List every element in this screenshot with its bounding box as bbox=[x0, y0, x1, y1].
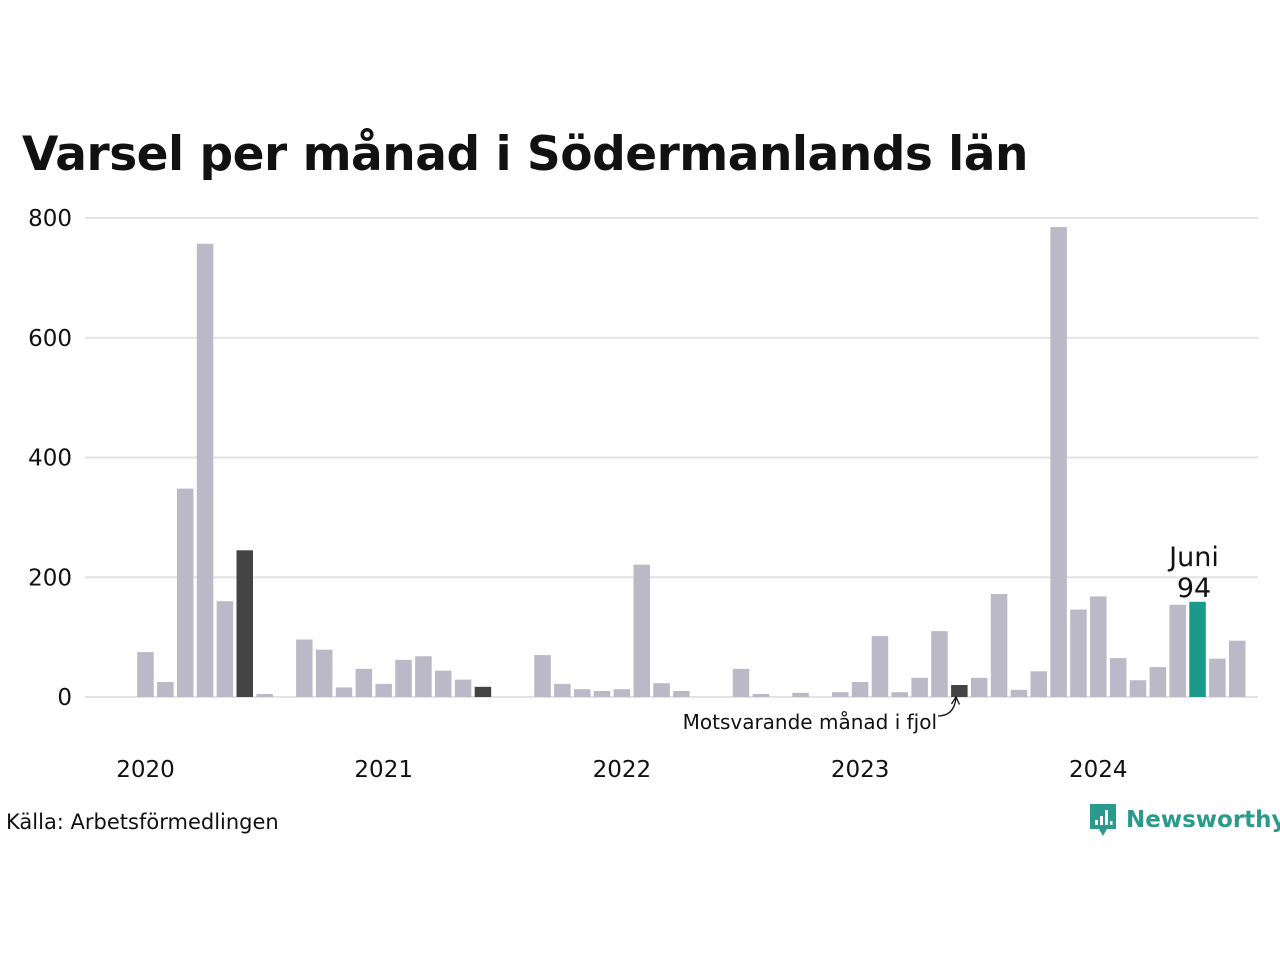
bars bbox=[137, 226, 1246, 698]
bar-2023-02 bbox=[871, 635, 889, 697]
bar-2022-01 bbox=[613, 689, 631, 697]
bar-2024-01 bbox=[1090, 596, 1107, 697]
previous-year-arrowhead bbox=[950, 695, 961, 705]
source-note: Källa: Arbetsförmedlingen bbox=[6, 810, 279, 834]
bar-2023-08 bbox=[990, 594, 1008, 697]
x-tick-label: 2020 bbox=[116, 757, 175, 783]
x-tick-label: 2021 bbox=[354, 757, 413, 783]
bar-2022-10 bbox=[792, 692, 809, 697]
bar-2021-10 bbox=[554, 683, 571, 697]
previous-year-arrow bbox=[937, 697, 957, 717]
y-tick-label: 0 bbox=[57, 685, 72, 711]
bar-2023-09 bbox=[1010, 689, 1028, 697]
bar-2020-09 bbox=[296, 639, 313, 697]
bar-2021-06 bbox=[474, 686, 492, 697]
bar-2020-11 bbox=[335, 687, 353, 697]
bar-2024-05 bbox=[1169, 604, 1186, 697]
bar-2020-03 bbox=[176, 488, 194, 697]
chart-title: Varsel per månad i Södermanlands län bbox=[22, 127, 1028, 182]
current-month-label: Juni bbox=[1167, 542, 1219, 573]
x-tick-label: 2022 bbox=[593, 757, 652, 783]
newsworthy-logo-icon bbox=[1090, 804, 1116, 836]
bar-2023-01 bbox=[851, 682, 869, 697]
bar-2021-03 bbox=[415, 656, 432, 697]
x-tick-label: 2023 bbox=[831, 757, 890, 783]
bar-2024-02 bbox=[1109, 658, 1127, 697]
bar-2024-06 bbox=[1189, 601, 1206, 697]
bar-2020-01 bbox=[137, 652, 154, 697]
bar-2022-03 bbox=[653, 683, 670, 697]
bar-2020-10 bbox=[315, 649, 333, 697]
x-tick-label: 2024 bbox=[1069, 757, 1128, 783]
bar-2022-07 bbox=[732, 668, 750, 697]
bar-2023-05 bbox=[931, 631, 948, 697]
bar-2023-11 bbox=[1050, 226, 1067, 698]
bar-2021-04 bbox=[435, 670, 452, 697]
bar-2021-11 bbox=[573, 689, 591, 697]
y-tick-label: 800 bbox=[28, 206, 72, 232]
y-tick-label: 600 bbox=[28, 326, 72, 352]
x-axis-year-labels: 2020 2021 2022 2023 2024 bbox=[116, 757, 1127, 783]
bar-2023-03 bbox=[891, 692, 909, 697]
bar-2020-04 bbox=[196, 243, 214, 697]
bar-2020-05 bbox=[216, 601, 234, 697]
bar-2023-04 bbox=[911, 677, 928, 697]
bar-2022-02 bbox=[633, 564, 650, 697]
bar-2020-07 bbox=[256, 694, 273, 697]
y-tick-label: 200 bbox=[28, 565, 72, 591]
bar-2021-05 bbox=[454, 679, 472, 697]
bar-2021-12 bbox=[593, 691, 611, 697]
bar-2023-06 bbox=[951, 685, 968, 697]
bar-undefined bbox=[1229, 640, 1246, 697]
brand: Newsworthy bbox=[1088, 802, 1280, 838]
bar-2022-04 bbox=[673, 691, 690, 697]
bar-2020-06 bbox=[236, 550, 253, 697]
bar-2022-12 bbox=[832, 692, 849, 697]
bar-2020-12 bbox=[355, 668, 373, 697]
bar-2021-01 bbox=[375, 683, 392, 697]
bar-2023-10 bbox=[1030, 671, 1047, 697]
previous-year-annotation: Motsvarande månad i fjol bbox=[683, 710, 937, 734]
bar-2023-07 bbox=[970, 677, 988, 697]
bar-undefined bbox=[1209, 658, 1226, 697]
bar-2024-04 bbox=[1149, 667, 1167, 697]
y-axis-ticks: 0 200 400 600 800 bbox=[28, 206, 72, 711]
y-tick-label: 400 bbox=[28, 446, 72, 472]
bar-2024-03 bbox=[1129, 680, 1147, 697]
brand-name: Newsworthy bbox=[1126, 807, 1280, 833]
bar-2021-02 bbox=[395, 659, 412, 697]
current-value-label: 94 bbox=[1177, 573, 1211, 604]
bar-2020-02 bbox=[157, 682, 174, 697]
bar-2022-08 bbox=[752, 694, 770, 697]
annotations: Juni 94 Motsvarande månad i fjol bbox=[683, 542, 1219, 734]
bar-2021-09 bbox=[534, 655, 551, 697]
bar-2023-12 bbox=[1070, 609, 1087, 697]
